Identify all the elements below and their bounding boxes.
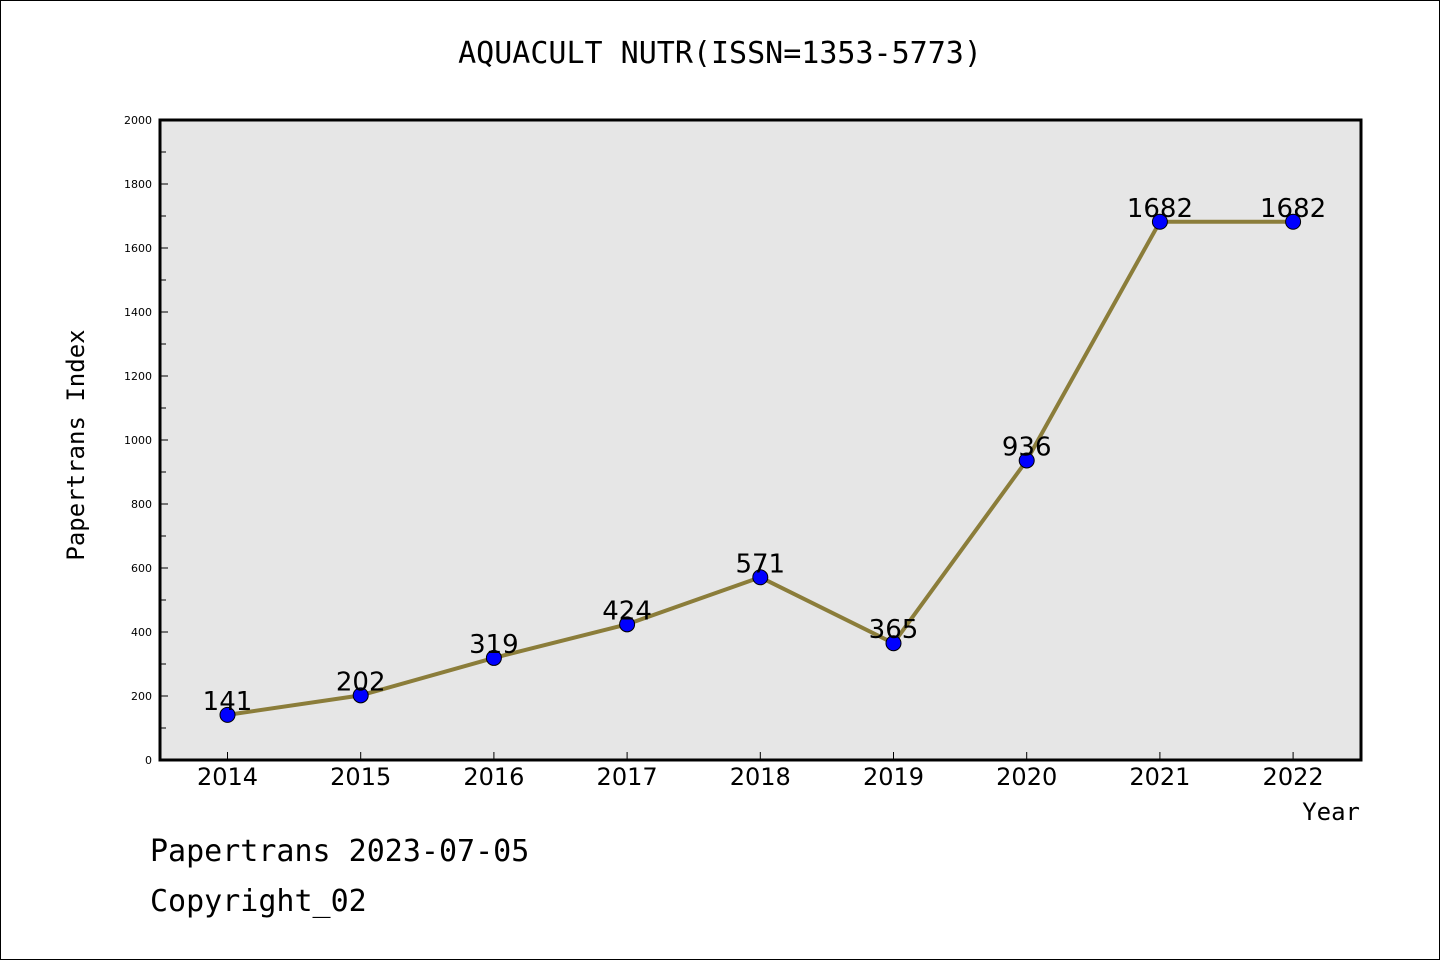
data-points [219, 213, 1302, 723]
y-tick-label: 2000 [124, 114, 152, 127]
y-axis: 0 200 400 600 800 1000 1200 1400 1600 1800 2000 [124, 114, 168, 767]
x-axis-label: Year [1302, 798, 1360, 826]
y-axis-label: Papertrans Index [62, 329, 90, 560]
data-point [1151, 213, 1168, 230]
data-label: 319 [469, 630, 519, 660]
data-label: 936 [1002, 432, 1052, 462]
data-label: 424 [602, 596, 652, 626]
y-tick-label: 1400 [124, 306, 152, 319]
y-tick-label: 0 [145, 754, 152, 767]
x-axis: 2014 2015 2016 2017 2018 2019 2020 2021 2022 [197, 752, 1324, 791]
data-labels: 141 202 319 424 571 365 936 1682 1682 [203, 194, 1327, 717]
data-point [1285, 213, 1302, 230]
data-point [219, 706, 236, 723]
data-point [885, 635, 902, 652]
x-tick-label: 2021 [1129, 763, 1190, 791]
data-label: 141 [203, 687, 253, 717]
data-point [352, 687, 369, 704]
data-point [619, 616, 636, 633]
data-label: 571 [735, 549, 785, 579]
footer-date: Papertrans 2023-07-05 [150, 834, 530, 869]
x-tick-label: 2022 [1263, 763, 1324, 791]
chart-title: AQUACULT NUTR(ISSN=1353-5773) [458, 36, 982, 71]
y-tick-label: 800 [131, 498, 152, 511]
y-tick-label: 1200 [124, 370, 152, 383]
data-label: 365 [869, 615, 919, 645]
footer-copyright: Copyright_02 [150, 884, 367, 919]
x-tick-label: 2019 [863, 763, 924, 791]
x-tick-label: 2018 [730, 763, 791, 791]
y-tick-label: 1600 [124, 242, 152, 255]
y-tick-label: 1800 [124, 178, 152, 191]
data-label: 1682 [1260, 194, 1326, 224]
data-label: 202 [336, 667, 386, 697]
y-tick-label: 400 [131, 626, 152, 639]
data-point [485, 649, 502, 666]
y-tick-label: 200 [131, 690, 152, 703]
plot-border [158, 118, 1363, 762]
x-tick-label: 2016 [463, 763, 524, 791]
x-tick-label: 2015 [330, 763, 391, 791]
x-tick-label: 2020 [996, 763, 1057, 791]
data-point [1018, 452, 1035, 469]
x-tick-label: 2014 [197, 763, 258, 791]
x-tick-label: 2017 [597, 763, 658, 791]
data-point [752, 569, 769, 586]
data-label: 1682 [1127, 194, 1193, 224]
y-tick-label: 1000 [124, 434, 152, 447]
y-tick-label: 600 [131, 562, 152, 575]
